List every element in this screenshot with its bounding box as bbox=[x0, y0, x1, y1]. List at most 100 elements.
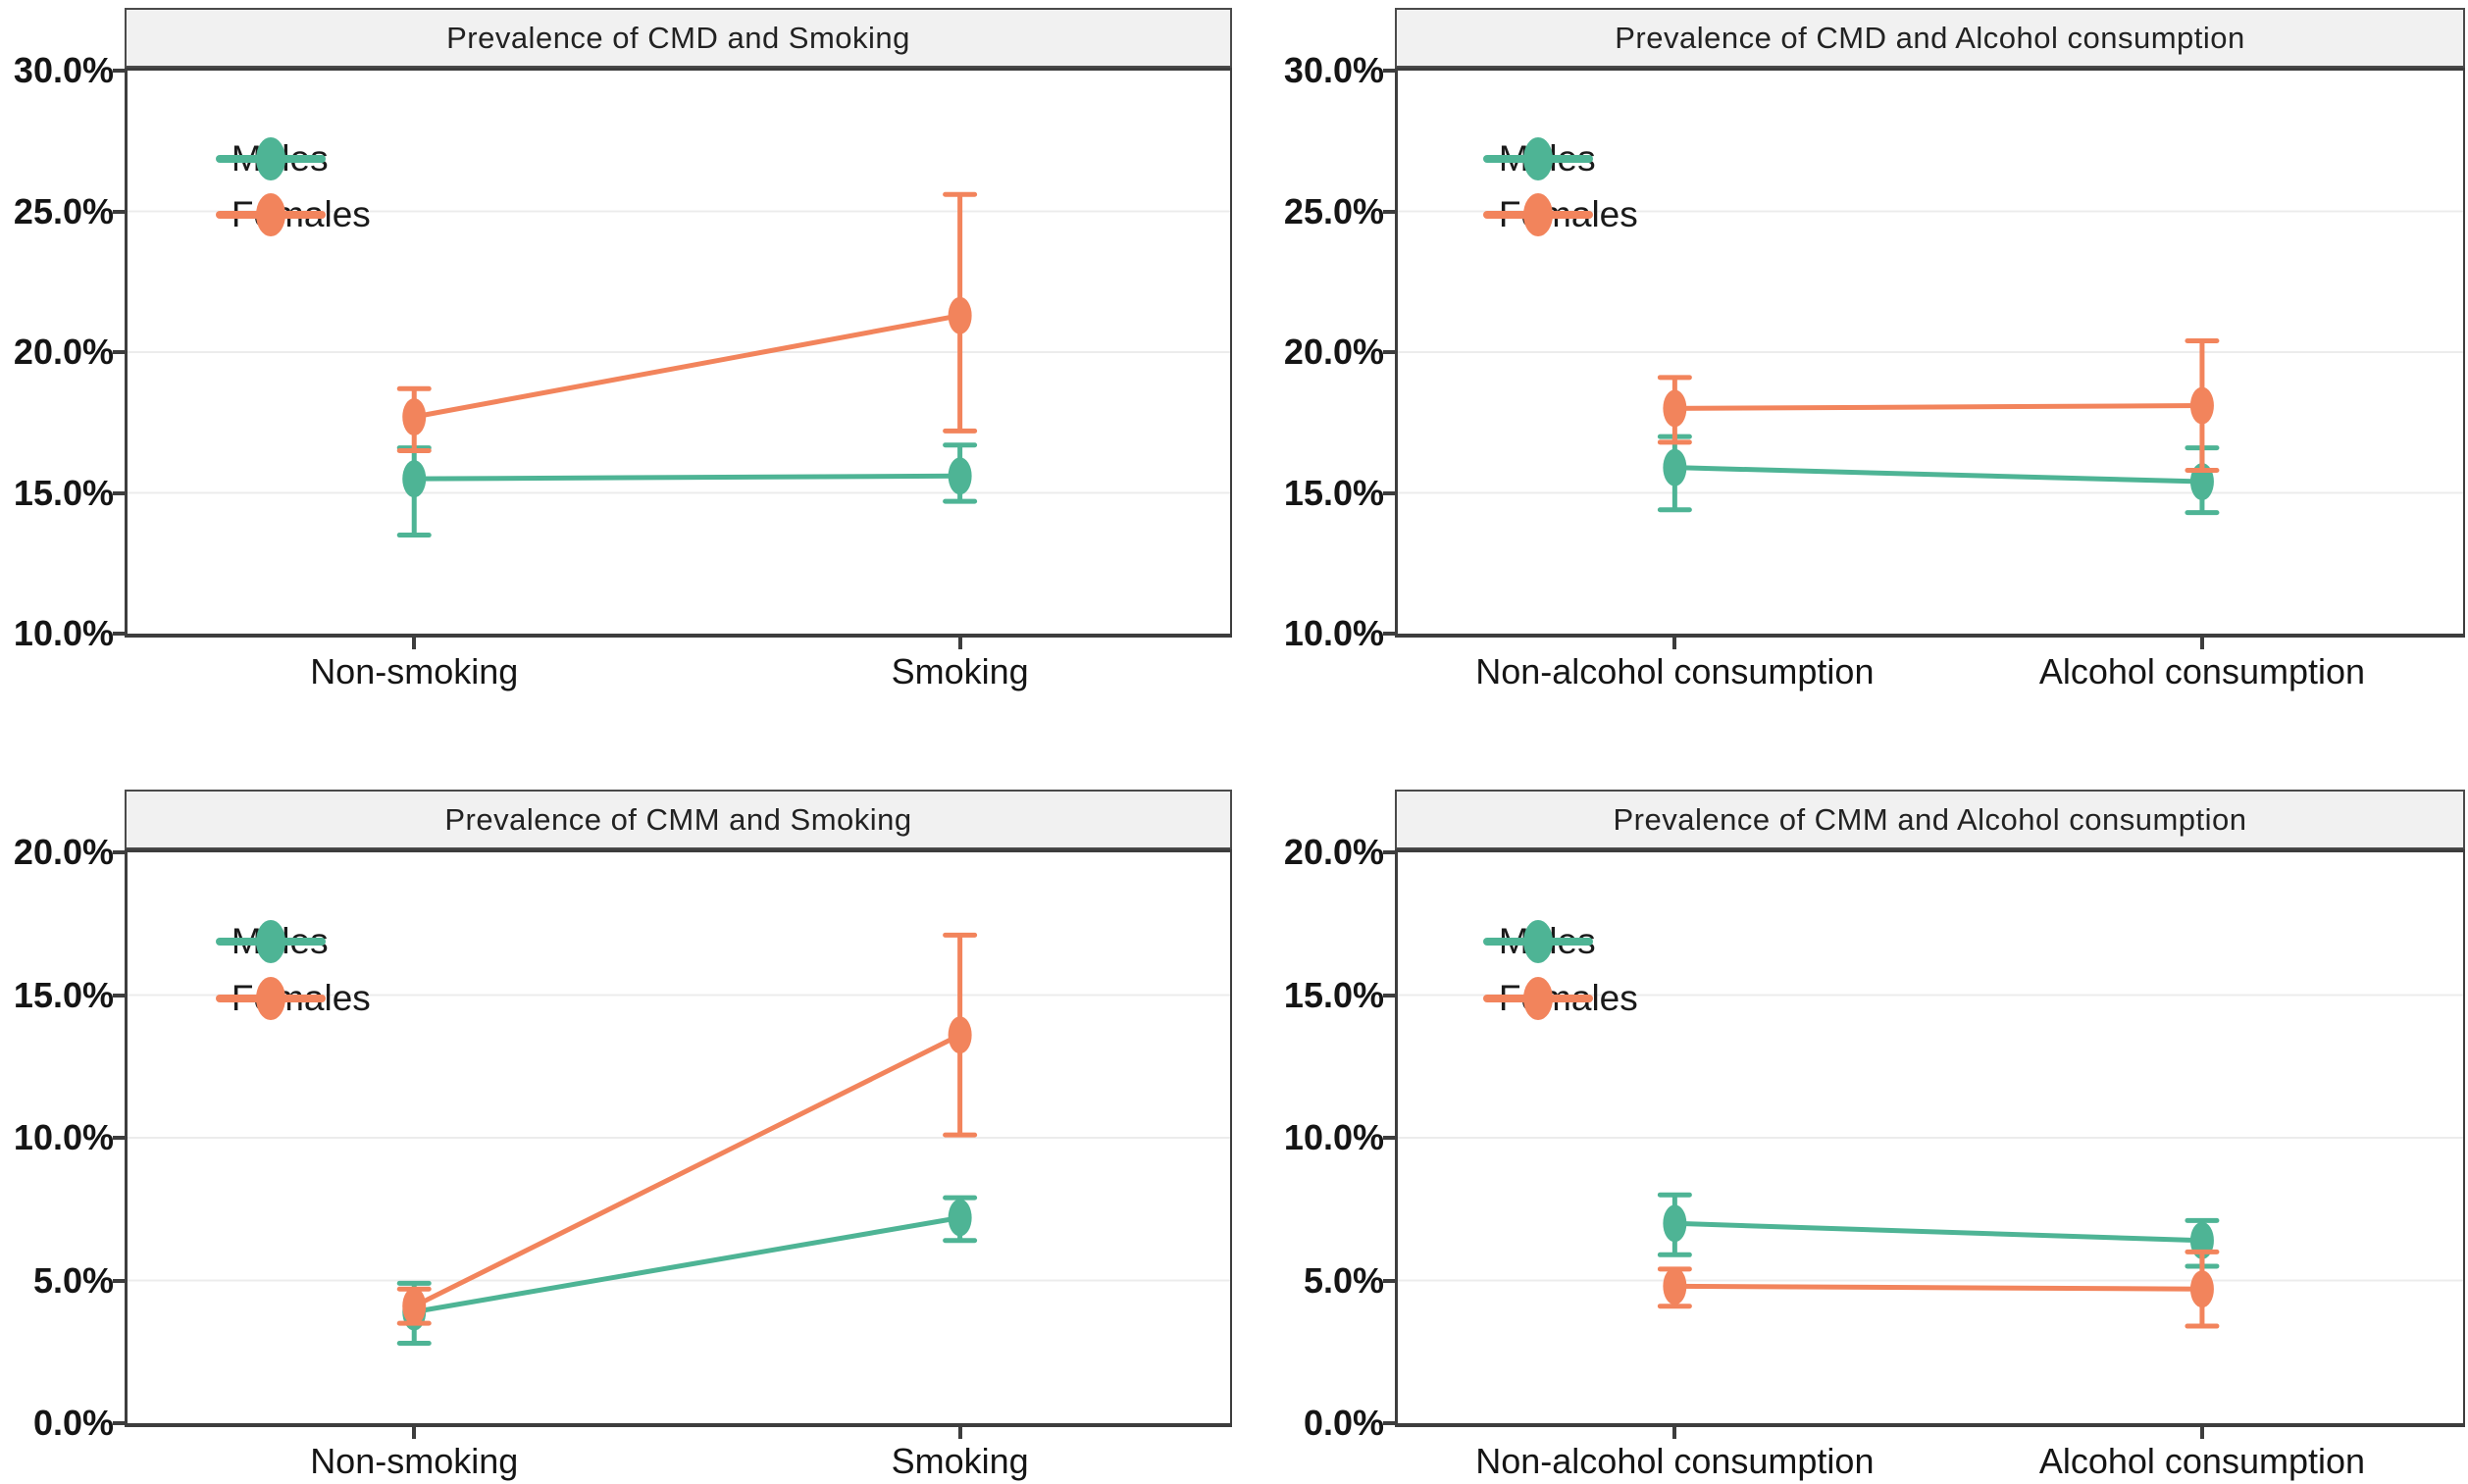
x-tick-label-smoking: Smoking bbox=[891, 651, 1029, 691]
y-tick-label: 25.0% bbox=[1283, 190, 1384, 231]
females-series bbox=[396, 932, 978, 1326]
x-tick-label-non-smoking: Non-smoking bbox=[310, 651, 519, 691]
panel-title-bar: Prevalence of CMD and Alcohol consumptio… bbox=[1395, 8, 2465, 68]
females-series bbox=[1657, 1249, 2220, 1329]
females-legend-marker-icon bbox=[215, 977, 326, 1021]
males-legend-marker-icon bbox=[215, 919, 326, 963]
males-marker-non-alcohol-consumption bbox=[1663, 1204, 1687, 1243]
panel-title: Prevalence of CMD and Alcohol consumptio… bbox=[1615, 20, 2245, 55]
legend-item-males: Males bbox=[1482, 918, 1596, 965]
y-tick-mark bbox=[1383, 490, 1396, 495]
x-tick-label-non-alcohol-consumption: Non-alcohol consumption bbox=[1475, 651, 1875, 691]
legend-item-females: Females bbox=[215, 191, 371, 238]
panel-title: Prevalence of CMM and Smoking bbox=[444, 801, 912, 837]
plot-area: 30.0% 25.0% 20.0% 15.0% 10.0% Non-smoking Smok… bbox=[14, 50, 1232, 691]
x-tick-label-non-smoking: Non-smoking bbox=[310, 1441, 519, 1481]
males-marker-smoking bbox=[948, 1199, 972, 1237]
legend-item-females: Females bbox=[1482, 975, 1638, 1022]
males-legend-marker-icon bbox=[1482, 919, 1593, 963]
y-tick-label: 0.0% bbox=[32, 1403, 114, 1443]
females-marker-non-alcohol-consumption bbox=[1663, 389, 1687, 428]
females-marker-non-alcohol-consumption bbox=[1663, 1267, 1687, 1305]
x-tick-mark bbox=[412, 1426, 417, 1439]
y-tick-label: 10.0% bbox=[13, 613, 114, 653]
panel-title-bar: Prevalence of CMM and Smoking bbox=[125, 790, 1232, 849]
x-tick-mark bbox=[2199, 637, 2204, 649]
females-series bbox=[1657, 338, 2220, 474]
plot-area: 20.0% 15.0% 10.0% 5.0% 0.0% Non-alcohol consu… bbox=[1284, 832, 2465, 1481]
y-tick-mark bbox=[1383, 209, 1396, 214]
males-marker-non-alcohol-consumption bbox=[1663, 448, 1687, 486]
y-tick-mark bbox=[113, 993, 126, 998]
females-marker-smoking bbox=[948, 296, 972, 334]
legend-item-females: Females bbox=[1482, 191, 1638, 238]
y-tick-label: 30.0% bbox=[1283, 50, 1384, 90]
females-legend-marker-icon bbox=[1482, 193, 1593, 237]
males-series bbox=[1657, 1192, 2220, 1269]
panel-title-bar: Prevalence of CMM and Alcohol consumptio… bbox=[1395, 790, 2465, 849]
y-tick-label: 10.0% bbox=[13, 1117, 114, 1157]
y-tick-mark bbox=[113, 1136, 126, 1140]
x-tick-mark bbox=[412, 637, 417, 649]
males-series bbox=[396, 442, 978, 538]
x-tick-mark bbox=[2199, 1426, 2204, 1439]
y-tick-mark bbox=[1383, 350, 1396, 354]
y-tick-label: 25.0% bbox=[13, 190, 114, 231]
y-tick-mark bbox=[113, 850, 126, 854]
plot-canvas bbox=[128, 191, 1230, 538]
y-tick-mark bbox=[1383, 632, 1396, 636]
plot-canvas bbox=[1398, 210, 2463, 516]
females-marker-alcohol-consumption bbox=[2189, 1270, 2214, 1308]
y-tick-label: 20.0% bbox=[13, 832, 114, 872]
legend-item-females: Females bbox=[215, 975, 371, 1022]
y-tick-label: 15.0% bbox=[13, 472, 114, 513]
y-tick-label: 15.0% bbox=[1283, 472, 1384, 513]
y-tick-label: 0.0% bbox=[1303, 1403, 1384, 1443]
legend-item-males: Males bbox=[215, 135, 329, 182]
x-tick-mark bbox=[1672, 1426, 1677, 1439]
females-series bbox=[396, 191, 978, 453]
panel-prevalence-of-cmm-and-alcohol-consumption: Prevalence of CMM and Alcohol consumptio… bbox=[1284, 790, 2465, 1481]
x-tick-label-alcohol-consumption: Alcohol consumption bbox=[2038, 651, 2366, 691]
y-tick-label: 10.0% bbox=[1283, 613, 1384, 653]
plot-area: 20.0% 15.0% 10.0% 5.0% 0.0% Non-smoking Smokin… bbox=[14, 832, 1232, 1481]
y-tick-mark bbox=[1383, 69, 1396, 73]
panel-title-bar: Prevalence of CMD and Smoking bbox=[125, 8, 1232, 68]
y-tick-label: 15.0% bbox=[13, 974, 114, 1015]
y-tick-label: 30.0% bbox=[13, 50, 114, 90]
males-legend-marker-icon bbox=[215, 137, 326, 180]
y-tick-label: 20.0% bbox=[1283, 332, 1384, 372]
y-tick-mark bbox=[113, 69, 126, 73]
y-tick-label: 10.0% bbox=[1283, 1117, 1384, 1157]
plot-canvas bbox=[128, 932, 1230, 1347]
x-tick-mark bbox=[1672, 637, 1677, 649]
legend-item-males: Males bbox=[1482, 135, 1596, 182]
y-tick-mark bbox=[113, 350, 126, 354]
y-tick-mark bbox=[1383, 993, 1396, 998]
y-tick-label: 5.0% bbox=[32, 1259, 114, 1301]
panel-title: Prevalence of CMD and Smoking bbox=[446, 20, 910, 55]
panel-prevalence-of-cmd-and-alcohol-consumption: Prevalence of CMD and Alcohol consumptio… bbox=[1284, 8, 2465, 691]
y-tick-label: 20.0% bbox=[13, 332, 114, 372]
y-tick-mark bbox=[113, 1278, 126, 1283]
panel-title: Prevalence of CMM and Alcohol consumptio… bbox=[1613, 801, 2247, 837]
y-tick-mark bbox=[113, 209, 126, 214]
panel-prevalence-of-cmd-and-smoking: Prevalence of CMD and Smoking 30.0% 25.0% 2… bbox=[14, 8, 1232, 691]
panel-prevalence-of-cmm-and-smoking: Prevalence of CMM and Smoking 20.0% 15.0% 1… bbox=[14, 790, 1232, 1481]
y-tick-label: 15.0% bbox=[1283, 974, 1384, 1015]
females-marker-alcohol-consumption bbox=[2189, 386, 2214, 425]
males-marker-non-smoking bbox=[402, 460, 427, 498]
females-marker-smoking bbox=[948, 1016, 972, 1054]
x-tick-mark bbox=[957, 637, 962, 649]
males-marker-smoking bbox=[948, 457, 972, 495]
males-series bbox=[1657, 434, 2220, 516]
plot-area: 30.0% 25.0% 20.0% 15.0% 10.0% Non-alcohol con… bbox=[1284, 50, 2465, 691]
y-tick-mark bbox=[113, 632, 126, 636]
females-legend-marker-icon bbox=[1482, 977, 1593, 1021]
y-tick-label: 5.0% bbox=[1303, 1259, 1384, 1301]
y-tick-mark bbox=[1383, 850, 1396, 854]
y-tick-label: 20.0% bbox=[1283, 832, 1384, 872]
y-tick-mark bbox=[1383, 1421, 1396, 1425]
females-marker-non-smoking bbox=[402, 1287, 427, 1325]
